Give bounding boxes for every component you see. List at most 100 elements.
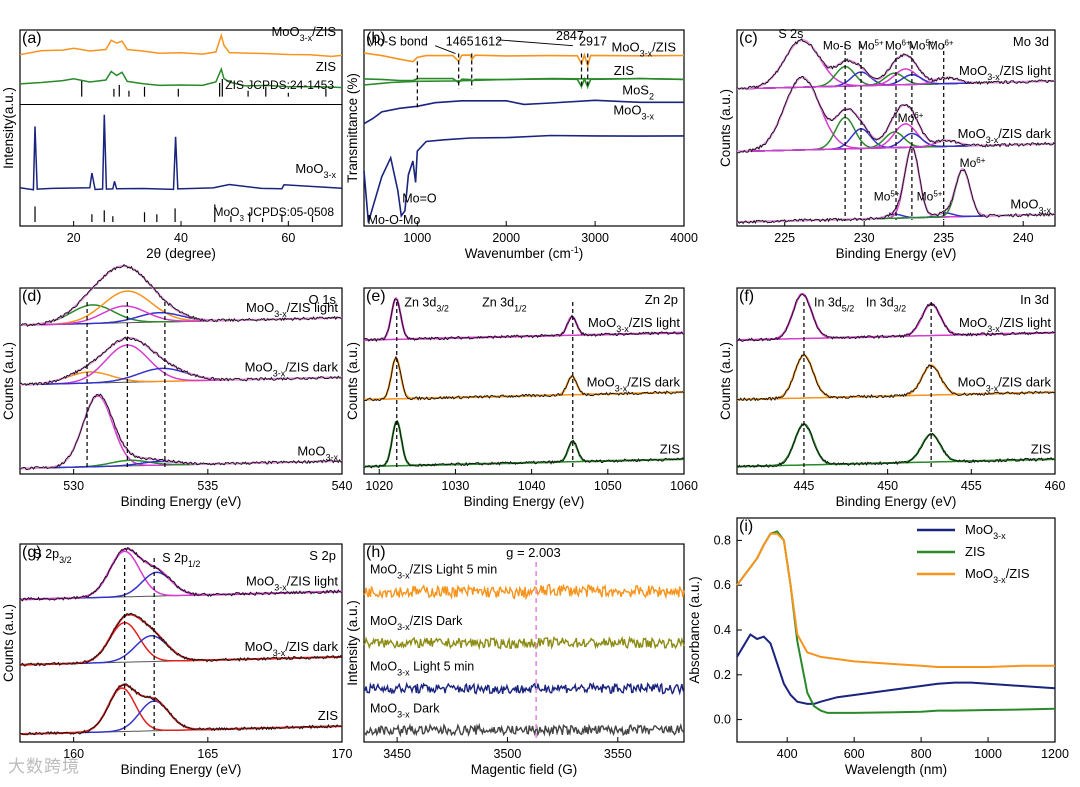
series-label: MoO3-x: [613, 102, 654, 121]
annotation-2917: 2917: [579, 35, 607, 49]
x-tick-label: 1020: [365, 479, 393, 493]
fit-envelope: [736, 423, 1055, 468]
x-tick-label: 3000: [581, 231, 609, 245]
raw-data: [736, 75, 1056, 154]
series-label: MoS2: [622, 83, 654, 102]
series-label: MoO3-x/ZIS light: [246, 300, 338, 319]
raw-data: [19, 683, 343, 736]
fit-envelope: [20, 393, 342, 470]
series-label: MoO3-x/ZIS dark: [587, 375, 681, 394]
series-label: MoO3-x/ZIS light: [959, 63, 1051, 82]
raw-data: [736, 422, 1056, 469]
panel-title: Mo 3d: [1013, 34, 1049, 49]
plot-frame: [19, 287, 343, 475]
plot-frame: [363, 29, 685, 227]
panel-label: (h): [366, 544, 386, 561]
g-value-label: g = 2.003: [506, 545, 561, 560]
x-tick-label: 800: [911, 747, 932, 761]
raw-data: [736, 353, 1056, 402]
raw-data: [363, 420, 685, 469]
series-label: ZIS: [318, 708, 339, 723]
panel-f: 445 450 455 460 Binding Energy (eV) Counts (a…: [718, 287, 1065, 509]
x-tick-label: 530: [63, 479, 84, 493]
raw-data: [363, 298, 685, 343]
x-tick-label: 3550: [604, 747, 632, 761]
x-tick-label: 400: [777, 747, 798, 761]
x-axis-label: Binding Energy (eV): [464, 494, 585, 509]
series-line: [363, 134, 685, 223]
y-tick-label: 0.6: [714, 578, 731, 592]
annotation-mo-o: Mo=O: [402, 191, 437, 205]
fit-envelope: [19, 683, 342, 736]
series-line: [363, 77, 685, 86]
y-tick-label: 0.2: [714, 668, 731, 682]
series-line: [363, 99, 684, 125]
annotation-s2p32: S 2p3/2: [33, 547, 71, 565]
panel-a: 20 40 60 2θ (degree) Intensity(a.u.) (a) MoO3-…: [1, 24, 343, 261]
y-axis-label: Counts (a.u.): [1, 604, 16, 682]
series-line: [736, 633, 1056, 705]
series-label: MoO3-x: [1010, 196, 1051, 215]
x-tick-label: 160: [63, 747, 84, 761]
series-line: [19, 114, 343, 191]
x-axis-label: Wavenumber (cm-1): [465, 245, 584, 261]
fit-peak: [19, 700, 342, 735]
series-label: MoO3-x Dark: [370, 701, 440, 719]
plot-frame: [736, 29, 1056, 227]
series-label: MoO3-x/ZIS Light 5 min: [370, 563, 497, 581]
x-tick-label: 1000: [974, 747, 1002, 761]
raw-data: [19, 263, 343, 327]
raw-data: [19, 336, 343, 386]
annotation-1612: 1612: [474, 35, 502, 49]
raw-data: [363, 355, 685, 402]
panel-title: In 3d: [1020, 292, 1049, 307]
annotation-s2p12: S 2p1/2: [162, 551, 200, 569]
x-tick-label: 2000: [492, 231, 520, 245]
x-tick-label: 600: [844, 747, 865, 761]
panel-b: 1000 2000 3000 4000 Wavenumber (cm-1) Transmi…: [345, 29, 698, 261]
series-label: MoO3-x/ZIS light: [959, 315, 1051, 334]
reference-label: ZIS JCPDS:24-1453: [225, 78, 334, 92]
series-label: MoO3-x: [297, 443, 338, 462]
x-tick-label: 3500: [494, 747, 522, 761]
annotation-bottom: Mo6+: [898, 111, 924, 126]
x-tick-label: 4000: [670, 231, 698, 245]
panel-h: 3450 3500 3550 Magentic field (G) Intensity …: [345, 543, 685, 777]
x-tick-label: 1000: [403, 231, 431, 245]
panel-label: (d): [22, 288, 42, 305]
panel-g: 160 165 170 Binding Energy (eV) Counts (a.u.…: [1, 543, 352, 777]
x-tick-label: 535: [197, 479, 218, 493]
x-tick-label: 225: [774, 231, 795, 245]
y-axis-label: Intensity (a.u.): [345, 600, 360, 686]
x-tick-label: 165: [197, 747, 218, 761]
panel-title: S 2p: [309, 548, 336, 563]
legend-label: MoO3-x/ZIS: [965, 566, 1030, 585]
y-axis-label: Counts (a.u.): [718, 89, 733, 167]
fit-envelope: [363, 420, 684, 468]
annotation-zn-3d12: Zn 3d1/2: [482, 296, 526, 314]
series-line: [363, 635, 685, 651]
watermark: 大数跨境: [8, 757, 80, 777]
x-tick-label: 3450: [383, 747, 411, 761]
x-tick-label: 235: [933, 231, 954, 245]
plot-frame: [19, 29, 343, 227]
annotation-in-3d32: In 3d3/2: [866, 296, 906, 314]
series-line: [19, 66, 343, 89]
annotation-top: Mo5+: [909, 38, 935, 53]
panel-i: 400 600 800 1000 1200 Wavelength (nm) Absorban…: [687, 517, 1069, 777]
x-tick-label: 540: [332, 479, 353, 493]
series-line: [363, 52, 685, 69]
x-tick-label: 1030: [442, 479, 470, 493]
panel-title: O 1s: [309, 292, 337, 307]
annotation-zn-3d32: Zn 3d3/2: [404, 296, 448, 314]
x-axis-label: Binding Energy (eV): [836, 494, 957, 509]
panel-c: 225 230 235 240 Binding Energy (eV) Counts (a…: [718, 27, 1056, 261]
y-axis-label: Counts (a.u.): [718, 342, 733, 420]
annotation-top: Mo-S: [823, 39, 852, 53]
x-axis-label: Binding Energy (eV): [121, 762, 242, 777]
panel-label: (e): [366, 288, 386, 305]
plot-frame: [736, 287, 1056, 475]
annotation-bottom: Mo5+: [917, 189, 943, 204]
series-label: MoO3-x/ZIS: [271, 24, 336, 43]
x-tick-label: 1050: [594, 479, 622, 493]
